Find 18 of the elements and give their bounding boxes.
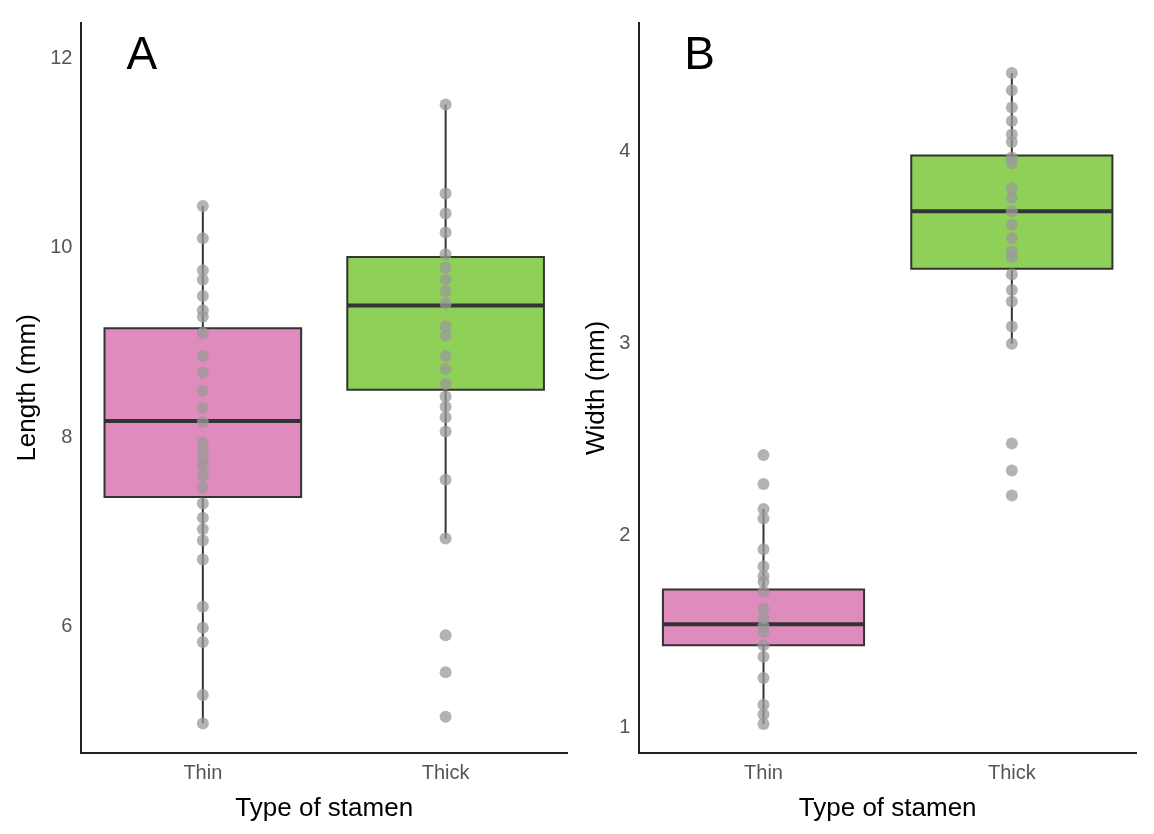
y-tick-label: 10	[50, 235, 73, 258]
y-tick-label: 12	[50, 45, 73, 68]
y-tick-label: 4	[619, 139, 631, 162]
x-tick-label: Thin	[183, 761, 223, 784]
x-tick-label: Thin	[744, 761, 783, 784]
y-axis-title: Length (mm)	[10, 314, 41, 462]
x-axis-title: Type of stamen	[798, 791, 977, 822]
y-tick-label: 2	[619, 523, 631, 546]
x-axis-title: Type of stamen	[235, 791, 414, 822]
y-tick-label: 6	[61, 614, 73, 637]
annotation: A	[126, 26, 158, 79]
x-tick-label: Thick	[987, 761, 1037, 784]
y-tick-label: 8	[61, 424, 73, 447]
annotation: B	[684, 26, 716, 79]
y-tick-label: 1	[619, 715, 631, 738]
x-tick-label: Thick	[421, 761, 471, 784]
y-tick-label: 3	[619, 331, 631, 354]
y-axis-title: Width (mm)	[579, 320, 610, 456]
